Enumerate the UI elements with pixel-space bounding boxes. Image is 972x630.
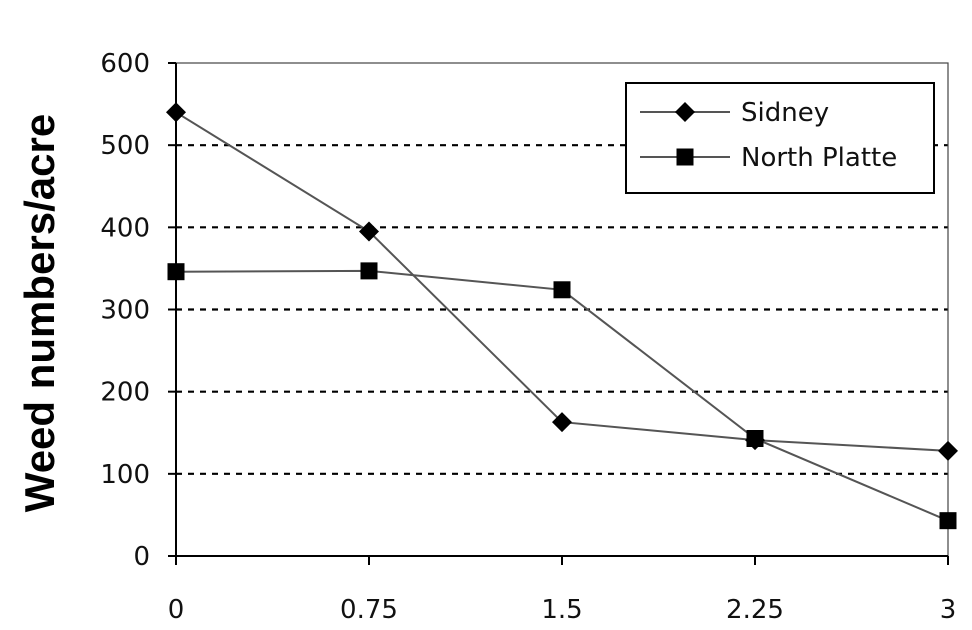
x-tick-label: 1.5 bbox=[541, 595, 582, 625]
data-point-sidney bbox=[938, 440, 958, 461]
legend-label: North Platte bbox=[741, 143, 897, 173]
y-tick-label: 200 bbox=[100, 378, 150, 408]
series-north-platte bbox=[167, 262, 957, 530]
legend-box bbox=[625, 82, 935, 194]
data-point-sidney bbox=[166, 102, 186, 123]
data-point-sidney bbox=[552, 412, 572, 433]
legend-entries: Sidney North Platte bbox=[640, 98, 897, 173]
x-tick-label: 2.25 bbox=[726, 595, 784, 625]
legend-entry-sidney: Sidney bbox=[640, 98, 829, 128]
data-point-north-platte bbox=[167, 263, 185, 281]
legend-marker bbox=[676, 148, 694, 166]
y-tick-label: 600 bbox=[100, 49, 150, 79]
x-tick-label: 0.75 bbox=[340, 595, 398, 625]
legend: Sidney North Platte bbox=[625, 82, 935, 194]
legend-label: Sidney bbox=[741, 98, 829, 128]
x-tick-label: 3 bbox=[940, 595, 957, 625]
y-tick-label: 400 bbox=[100, 213, 150, 243]
legend-marker bbox=[675, 102, 695, 122]
series-line-north-platte bbox=[175, 269, 949, 522]
y-tick-label: 100 bbox=[100, 460, 150, 490]
y-axis-ticks: 0 100 200 300 400 500 600 bbox=[100, 49, 176, 572]
y-axis-title: Weed numbers/acre bbox=[16, 114, 63, 512]
x-axis-ticks: 0 0.75 1.5 2.25 3 bbox=[168, 556, 957, 625]
legend-entry-north-platte: North Platte bbox=[640, 143, 897, 173]
data-point-north-platte bbox=[939, 512, 957, 530]
y-tick-label: 0 bbox=[133, 542, 150, 572]
series-layer bbox=[166, 102, 958, 530]
gridlines bbox=[176, 144, 948, 475]
x-tick-label: 0 bbox=[168, 595, 185, 625]
y-tick-label: 500 bbox=[100, 131, 150, 161]
y-tick-label: 300 bbox=[100, 296, 150, 326]
data-point-north-platte bbox=[553, 281, 571, 299]
data-point-north-platte bbox=[746, 430, 764, 448]
data-point-sidney bbox=[359, 221, 379, 242]
data-point-north-platte bbox=[360, 262, 378, 280]
